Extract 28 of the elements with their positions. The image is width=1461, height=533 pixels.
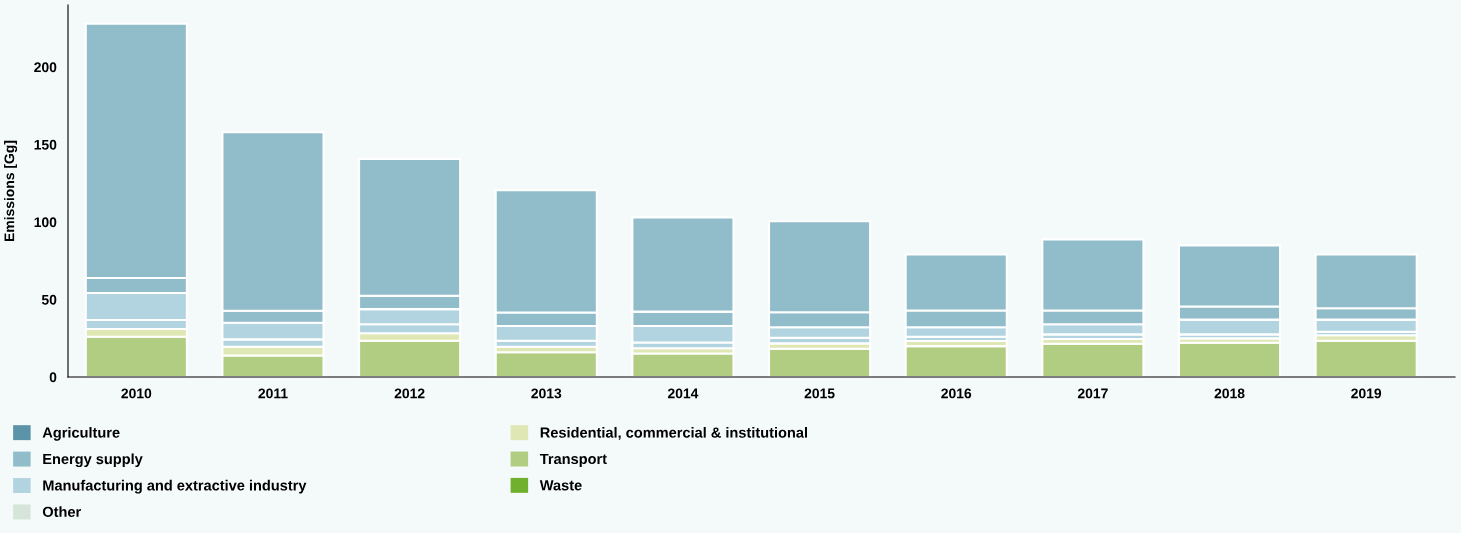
x-tick-label: 2018 xyxy=(1214,388,1245,399)
x-tick-label: 2014 xyxy=(667,388,699,399)
y-tick-label: 200 xyxy=(34,62,57,73)
bar xyxy=(1314,339,1418,377)
x-tick-label: 2013 xyxy=(531,388,562,399)
y-tick-label: 150 xyxy=(34,139,57,150)
bar xyxy=(1177,341,1282,377)
bar xyxy=(1041,342,1145,377)
legend-label: Transport xyxy=(539,453,607,467)
x-tick-label: 2011 xyxy=(258,388,288,399)
legend-label: Residential, commercial & institutional xyxy=(540,427,807,440)
y-tick-label: 0 xyxy=(49,372,57,383)
x-tick-label: 2010 xyxy=(121,388,152,399)
legend-label: Agriculture xyxy=(42,427,120,441)
y-tick-label: 50 xyxy=(41,294,57,305)
x-tick-label: 2016 xyxy=(941,388,972,399)
legend-label: Manufacturing and extractive industry xyxy=(43,479,307,494)
bar xyxy=(631,352,735,377)
bar xyxy=(904,345,1008,377)
y-axis-title: Emissions [Gg] xyxy=(4,140,18,241)
x-tick-label: 2019 xyxy=(1351,388,1382,399)
x-tick-label: 2015 xyxy=(804,388,835,399)
y-tick-label: 100 xyxy=(34,217,57,228)
x-tick-label: 2012 xyxy=(394,388,425,399)
x-tick-label: 2017 xyxy=(1077,388,1108,399)
legend-label: Other xyxy=(42,506,81,517)
legend-label: Energy supply xyxy=(43,453,143,468)
legend-label: Waste xyxy=(539,480,582,491)
